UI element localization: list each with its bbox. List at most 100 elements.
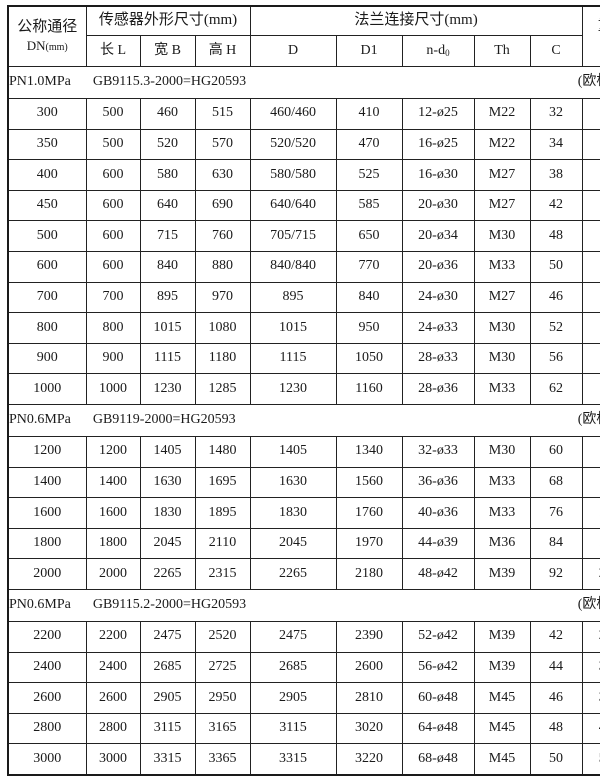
- cell-length: 1200: [85, 435, 141, 468]
- header-weight-title: 重量: [583, 19, 600, 35]
- cell-d: 3315: [249, 743, 337, 776]
- cell-height: 2110: [194, 527, 251, 560]
- cell-d1: 2180: [335, 558, 403, 590]
- cell-th: M30: [473, 312, 531, 344]
- cell-th: M45: [473, 743, 531, 776]
- cell-height: 3165: [194, 712, 251, 745]
- header-col-height: 高 H: [194, 35, 251, 67]
- cell-c: 92: [529, 558, 583, 590]
- cell-th: M27: [473, 281, 531, 314]
- section-pressure-rating: PN1.0MPa: [9, 74, 71, 90]
- cell-width: 2045: [139, 527, 196, 560]
- cell-c: 84: [529, 527, 583, 560]
- cell-length: 500: [85, 128, 141, 161]
- cell-width: 640: [139, 189, 196, 222]
- cell-d1: 840: [335, 281, 403, 314]
- cell-width: 460: [139, 98, 196, 130]
- cell-d: 2265: [249, 558, 337, 590]
- cell-dn: 800: [7, 312, 87, 344]
- cell-length: 1800: [85, 527, 141, 560]
- table-header: 公称通径 DN(mm) 传感器外形尺寸(mm) 法兰连接尺寸(mm) 重量 (K…: [7, 5, 600, 67]
- section-standard-code: GB9115.3-2000=HG20593: [92, 74, 247, 90]
- cell-c: 34: [529, 128, 583, 161]
- header-sub-row: 长 L 宽 B 高 H D D1 n-d0 Th C: [8, 35, 600, 67]
- cell-width: 1405: [139, 435, 196, 468]
- cell-dn: 2600: [7, 682, 87, 714]
- cell-bolt-holes: 48-ø42: [401, 558, 475, 590]
- cell-length: 800: [85, 312, 141, 344]
- cell-height: 880: [194, 250, 251, 283]
- cell-d: 1630: [249, 466, 337, 499]
- cell-d: 2475: [249, 620, 337, 653]
- cell-length: 600: [85, 159, 141, 191]
- header-nominal-diameter-title: 公称通径: [17, 18, 78, 35]
- cell-weight: 140: [581, 189, 600, 222]
- cell-d1: 1970: [335, 527, 403, 560]
- header-col-d1: D1: [335, 35, 403, 67]
- cell-d: 640/640: [249, 189, 337, 222]
- cell-width: 1830: [139, 497, 196, 529]
- cell-weight: 5580: [581, 743, 600, 776]
- cell-height: 760: [194, 220, 251, 252]
- cell-height: 1895: [194, 497, 251, 529]
- cell-bolt-holes: 60-ø48: [401, 682, 475, 714]
- section-pressure-rating: PN0.6MPa: [9, 597, 71, 613]
- section-header-row: PN1.0MPa GB9115.3-2000=HG20593 (欧标体系): [7, 66, 600, 99]
- section-standard-code: GB9119-2000=HG20593: [92, 412, 236, 428]
- cell-c: 52: [529, 312, 583, 344]
- cell-height: 3365: [194, 743, 251, 776]
- cell-bolt-holes: 20-ø30: [401, 189, 475, 222]
- cell-c: 44: [529, 651, 583, 684]
- cell-length: 3000: [85, 743, 141, 776]
- cell-bolt-holes: 40-ø36: [401, 497, 475, 529]
- cell-bolt-holes: 24-ø33: [401, 312, 475, 344]
- cell-bolt-holes: 20-ø36: [401, 250, 475, 283]
- cell-dn: 900: [7, 342, 87, 375]
- cell-d1: 2810: [335, 682, 403, 714]
- cell-length: 600: [85, 189, 141, 222]
- cell-d: 1405: [249, 435, 337, 468]
- cell-width: 2905: [139, 682, 196, 714]
- cell-height: 2315: [194, 558, 251, 590]
- cell-length: 600: [85, 220, 141, 252]
- cell-dn: 350: [7, 128, 87, 161]
- cell-width: 1015: [139, 312, 196, 344]
- cell-dn: 1200: [7, 435, 87, 468]
- cell-height: 630: [194, 159, 251, 191]
- header-col-length: 长 L: [85, 35, 141, 67]
- cell-c: 62: [529, 373, 583, 405]
- cell-dn: 2400: [7, 651, 87, 684]
- cell-th: M27: [473, 159, 531, 191]
- cell-dn: 2200: [7, 620, 87, 653]
- cell-th: M22: [473, 98, 531, 130]
- cell-width: 1115: [139, 342, 196, 375]
- cell-d: 840/840: [249, 250, 337, 283]
- cell-d1: 1340: [335, 435, 403, 468]
- cell-length: 2800: [85, 712, 141, 745]
- cell-d: 705/715: [249, 220, 337, 252]
- cell-width: 3115: [139, 712, 196, 745]
- cell-height: 1180: [194, 342, 251, 375]
- cell-d1: 1560: [335, 466, 403, 499]
- cell-height: 1080: [194, 312, 251, 344]
- cell-bolt-holes: 56-ø42: [401, 651, 475, 684]
- header-nominal-diameter-code: DN(mm): [26, 37, 68, 53]
- specification-table: 公称通径 DN(mm) 传感器外形尺寸(mm) 法兰连接尺寸(mm) 重量 (K…: [7, 5, 600, 776]
- cell-height: 690: [194, 189, 251, 222]
- cell-d: 2905: [249, 682, 337, 714]
- cell-height: 1695: [194, 466, 251, 499]
- cell-d: 1830: [249, 497, 337, 529]
- cell-c: 48: [529, 220, 583, 252]
- cell-d1: 3020: [335, 712, 403, 745]
- cell-weight: 55: [581, 98, 600, 130]
- cell-length: 2400: [85, 651, 141, 684]
- cell-weight: 570: [581, 342, 600, 375]
